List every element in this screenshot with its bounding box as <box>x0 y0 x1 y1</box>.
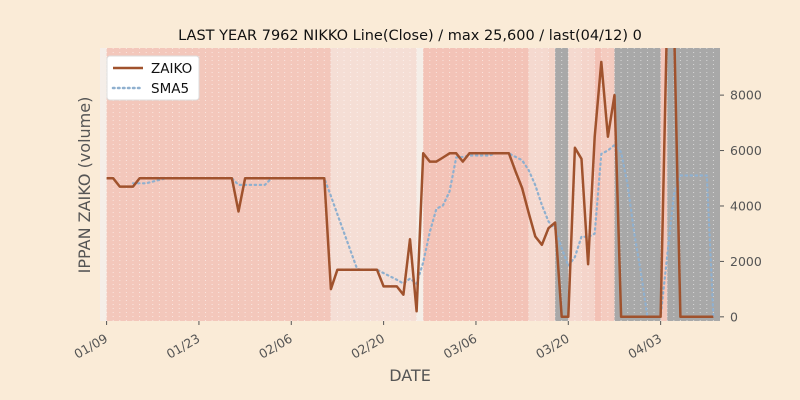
y-tick-label-3: 6000 <box>730 143 762 158</box>
dotted-grid <box>106 48 714 321</box>
legend: ZAIKO SMA5 <box>106 55 200 101</box>
x-tick-label-6: 04/03 <box>625 331 664 362</box>
y-axis-ticks: 0 2000 4000 6000 8000 <box>720 88 762 324</box>
x-axis-ticks: 01/09 01/23 02/06 02/20 03/06 03/20 04/03 <box>71 321 664 362</box>
shaded-band-1 <box>330 48 417 321</box>
y-tick-label-1: 2000 <box>730 254 762 269</box>
shaded-band-10 <box>614 48 661 321</box>
x-tick-label-1: 01/23 <box>164 331 203 362</box>
y-tick-label-2: 4000 <box>730 198 762 213</box>
x-tick-label-0: 01/09 <box>71 331 110 362</box>
shaded-band-3 <box>528 48 549 321</box>
y-axis-label: IPPAN ZAIKO (volume) <box>75 97 94 274</box>
series-lines <box>106 48 715 319</box>
x-tick-label-4: 03/06 <box>441 331 480 362</box>
y-tick-label-0: 0 <box>730 309 738 324</box>
series-zaiko-line <box>106 48 714 319</box>
legend-sma5-label: SMA5 <box>151 81 189 97</box>
y-tick-label-4: 8000 <box>730 88 762 103</box>
x-tick-label-3: 02/20 <box>348 331 387 362</box>
chart-title: LAST YEAR 7962 NIKKO Line(Close) / max 2… <box>178 28 642 44</box>
x-tick-label-5: 03/20 <box>533 331 572 362</box>
x-axis-label: DATE <box>389 366 431 385</box>
legend-zaiko-label: ZAIKO <box>151 61 192 77</box>
x-tick-label-2: 02/06 <box>256 331 295 362</box>
shaded-band-4 <box>548 48 556 321</box>
